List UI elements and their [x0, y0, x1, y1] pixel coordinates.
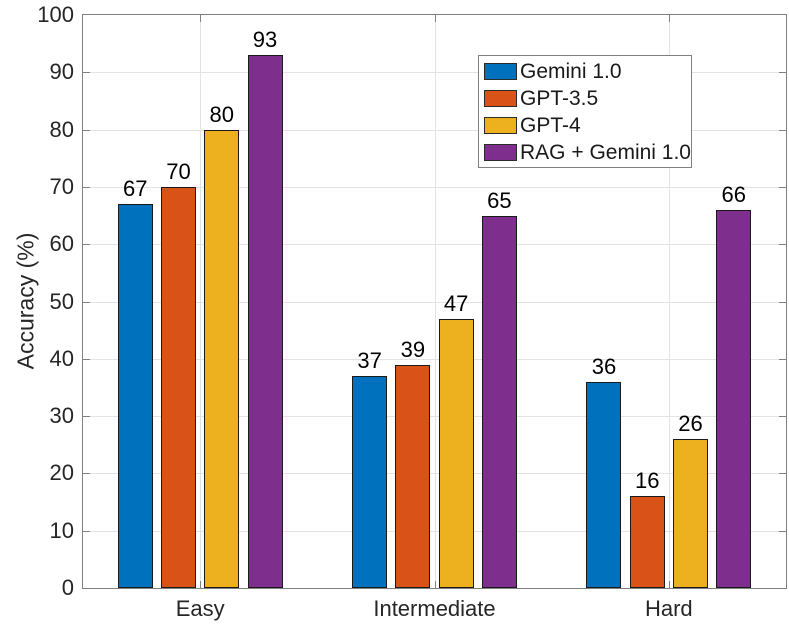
- y-tick-left: [83, 129, 90, 131]
- y-tick-left: [83, 72, 90, 74]
- y-tick-label: 100: [37, 2, 74, 27]
- legend-item: GPT-4: [479, 112, 691, 139]
- bar-value-label: 37: [357, 347, 382, 373]
- legend-item: GPT-3.5: [479, 85, 691, 112]
- y-tick-label: 90: [49, 59, 74, 85]
- bar: [629, 496, 665, 588]
- y-tick-right: [779, 72, 786, 74]
- y-tick-label: 20: [49, 460, 74, 486]
- y-tick-label: 10: [49, 517, 74, 543]
- legend-item: RAG + Gemini 1.0: [479, 139, 691, 166]
- y-tick-left: [83, 358, 90, 360]
- y-tick-right: [779, 473, 786, 475]
- x-category-label: Hard: [644, 596, 693, 621]
- legend-label: GPT-4: [520, 113, 581, 137]
- x-tick-bottom: [200, 581, 202, 588]
- bar: [352, 375, 388, 588]
- x-tick-top: [200, 15, 202, 22]
- bar-value-label: 66: [721, 181, 746, 207]
- y-tick-left: [83, 244, 90, 246]
- bar-value-label: 70: [166, 158, 191, 184]
- y-axis-title: Accuracy (%): [12, 232, 39, 370]
- legend-label: Gemini 1.0: [520, 59, 622, 83]
- legend-swatch-icon: [484, 89, 517, 107]
- bar: [438, 318, 474, 588]
- y-tick-left: [83, 416, 90, 418]
- y-tick-label: 40: [49, 345, 74, 371]
- x-tick-bottom: [668, 581, 670, 588]
- y-tick-right: [779, 244, 786, 246]
- bar-value-label: 26: [678, 411, 703, 437]
- legend-item: Gemini 1.0: [479, 58, 691, 85]
- legend-label: RAG + Gemini 1.0: [520, 140, 691, 164]
- legend-swatch-icon: [484, 116, 517, 134]
- y-tick-right: [779, 416, 786, 418]
- x-tick-bottom: [434, 581, 436, 588]
- bar-value-label: 16: [634, 468, 660, 494]
- y-tick-label: 80: [49, 116, 74, 142]
- bar: [481, 215, 517, 588]
- bar: [672, 439, 708, 588]
- bar-value-label: 65: [487, 187, 512, 213]
- gridline-vertical: [434, 15, 436, 588]
- legend-swatch-icon: [484, 143, 517, 161]
- legend-label: GPT-3.5: [520, 86, 599, 110]
- bar: [716, 209, 752, 588]
- bar-value-label: 36: [591, 353, 617, 379]
- bar-value-label: 67: [123, 176, 148, 202]
- y-tick-right: [779, 301, 786, 303]
- y-tick-left: [83, 186, 90, 188]
- x-category-label: Easy: [175, 596, 225, 621]
- bar-value-label: 80: [209, 101, 235, 127]
- y-tick-label: 0: [61, 575, 74, 600]
- x-tick-top: [668, 15, 670, 22]
- y-tick-right: [779, 358, 786, 360]
- bar: [117, 204, 153, 588]
- x-tick-top: [434, 15, 436, 22]
- y-tick-left: [83, 473, 90, 475]
- y-tick-label: 30: [49, 403, 74, 429]
- gridline-vertical: [668, 15, 670, 588]
- bar-value-label: 39: [400, 336, 426, 362]
- y-tick-label: 70: [49, 173, 74, 199]
- bar: [161, 186, 197, 588]
- bar: [586, 381, 622, 588]
- y-tick-label: 60: [49, 231, 74, 257]
- y-tick-label: 50: [49, 288, 74, 314]
- y-tick-right: [779, 186, 786, 188]
- legend-swatch-icon: [484, 62, 517, 80]
- bar: [247, 55, 283, 588]
- x-category-label: Intermediate: [373, 596, 496, 621]
- y-tick-left: [83, 301, 90, 303]
- y-tick-right: [779, 530, 786, 532]
- bar-value-label: 93: [252, 27, 278, 53]
- y-tick-right: [779, 129, 786, 131]
- bar-value-label: 47: [443, 290, 469, 316]
- bar: [204, 129, 240, 588]
- bar: [395, 364, 431, 588]
- y-tick-left: [83, 530, 90, 532]
- gridline-vertical: [200, 15, 202, 588]
- legend: Gemini 1.0 GPT-3.5 GPT-4 RAG + Gemini 1.0: [478, 55, 692, 168]
